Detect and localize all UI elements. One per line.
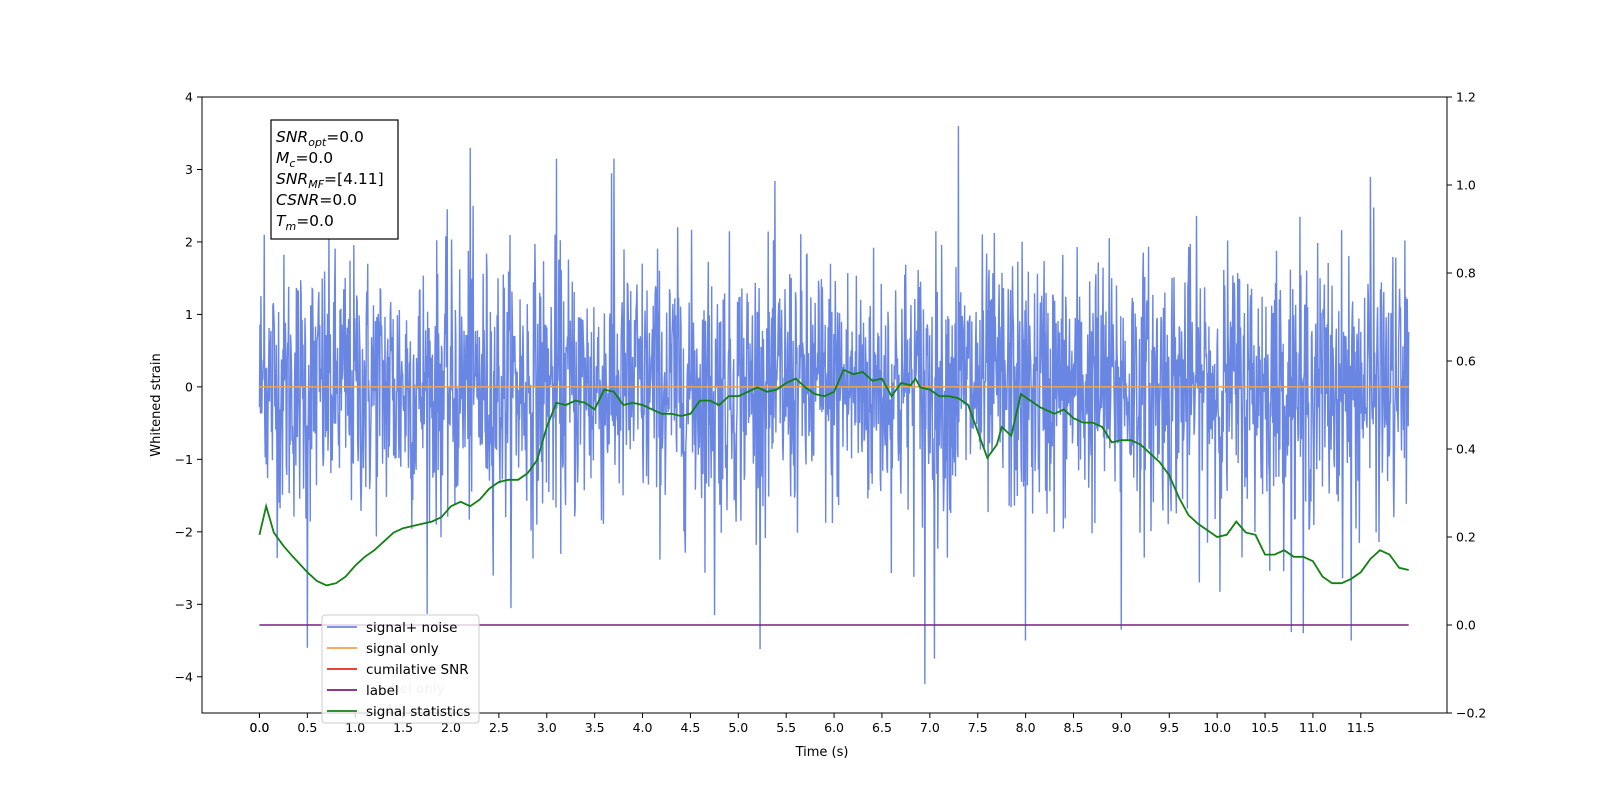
x-tick-label: 2.5 xyxy=(489,720,509,735)
annotation-line: Mc=0.0 xyxy=(276,149,333,170)
x-tick-label: 10.0 xyxy=(1203,720,1231,735)
y-tick-label: 0 xyxy=(185,379,193,394)
y-tick-label: 4 xyxy=(185,90,193,105)
x-tick-label: 5.5 xyxy=(776,720,796,735)
x-tick-label: 5.0 xyxy=(728,720,748,735)
series-signal-plus-noise xyxy=(258,125,1410,685)
legend-frame xyxy=(321,614,480,724)
legend-label: signal statistics xyxy=(366,704,470,720)
x-axis-label: Time (s) xyxy=(795,745,849,760)
x-tick-label: 11.0 xyxy=(1299,720,1327,735)
annotation-line: CSNR=0.0 xyxy=(276,191,357,209)
legend-label: cumilative SNR xyxy=(366,662,469,678)
annotation-line: SNRopt=0.0 xyxy=(276,128,364,149)
legend-label: label xyxy=(366,683,399,699)
x-tick-label: 4.0 xyxy=(633,720,653,735)
x-tick-label: 1.0 xyxy=(345,720,365,735)
y2-tick-label: 1.2 xyxy=(1456,90,1476,105)
legend-label: signal only xyxy=(366,641,439,657)
y2-tick-label: 0.4 xyxy=(1456,442,1476,457)
tick-layer: 0.0 0.0 0.5 1.0 1.5 2.0 2.5 3.0 3.5 4.0 4.5 5.0 5.5 6… xyxy=(175,90,1487,736)
y-tick-label: 3 xyxy=(185,162,193,177)
y-tick-label: 2 xyxy=(185,234,193,249)
y-tick-label: 1 xyxy=(185,307,193,322)
x-tick-label: 1.5 xyxy=(393,720,413,735)
x-tick-label: 11.5 xyxy=(1347,720,1375,735)
x-tick-label: 7.5 xyxy=(968,720,988,735)
y2-tick-label: 1.0 xyxy=(1456,178,1476,193)
y2-tick-label: 0.6 xyxy=(1456,354,1476,369)
x-tick-label: 8.0 xyxy=(1016,720,1036,735)
x-tick-label: 6.5 xyxy=(872,720,892,735)
y-axis-label: Whitened strain xyxy=(149,353,164,456)
x-tick-label: 6.0 xyxy=(824,720,844,735)
x-tick-label: 0.5 xyxy=(297,720,317,735)
x-tick-label: 3.5 xyxy=(585,720,605,735)
y2-tick-label: 0.0 xyxy=(1456,618,1476,633)
y2-tick-label: 0.2 xyxy=(1456,530,1476,545)
x-tick-label: 9.5 xyxy=(1159,720,1179,735)
series-signal-statistics xyxy=(258,368,1409,587)
x-tick-label: 0.0 xyxy=(250,720,270,735)
y-tick-label: −2 xyxy=(175,524,193,539)
y2-tick-label: −0.2 xyxy=(1456,706,1486,721)
x-tick-label: 9.0 xyxy=(1111,720,1131,735)
x-tick-label: 10.5 xyxy=(1251,720,1279,735)
annotation-line: Tm=0.0 xyxy=(276,212,334,233)
y2-tick-label: 0.8 xyxy=(1456,266,1476,281)
annotation-frame xyxy=(270,119,399,240)
x-tick-label: 0.0 xyxy=(250,720,270,735)
x-tick-label: 8.5 xyxy=(1064,720,1084,735)
legend-label: signal+ noise xyxy=(366,620,457,636)
x-tick-label: 7.0 xyxy=(920,720,940,735)
axes-frame xyxy=(201,96,1448,714)
x-tick-label: 2.0 xyxy=(441,720,461,735)
annotation-line: SNRMF=[4.11] xyxy=(276,170,384,191)
y-tick-label: −4 xyxy=(175,669,193,684)
x-tick-label: 3.0 xyxy=(537,720,557,735)
x-tick-label: 4.5 xyxy=(680,720,700,735)
y-tick-label: −1 xyxy=(175,452,193,467)
y-tick-label: −3 xyxy=(175,597,193,612)
